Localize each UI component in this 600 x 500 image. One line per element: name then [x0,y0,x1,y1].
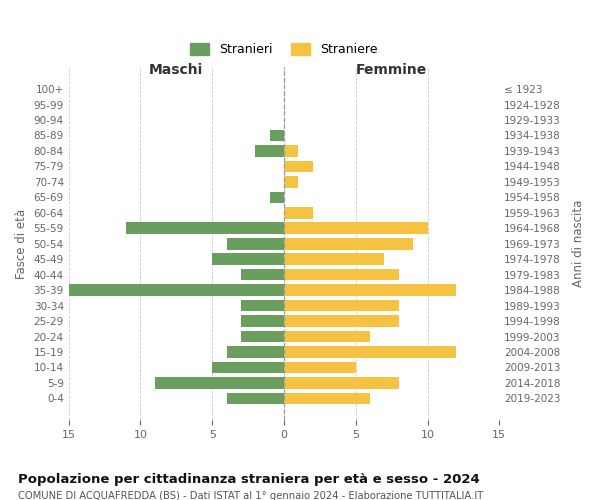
Bar [269,130,284,141]
Bar [241,269,284,280]
Bar [126,222,284,234]
Bar [269,192,284,203]
Bar [284,222,428,234]
Bar [284,331,370,342]
Bar [284,377,399,389]
Bar [212,362,284,374]
Bar [155,377,284,389]
Text: COMUNE DI ACQUAFREDDA (BS) - Dati ISTAT al 1° gennaio 2024 - Elaborazione TUTTIT: COMUNE DI ACQUAFREDDA (BS) - Dati ISTAT … [18,491,483,500]
Bar [284,207,313,218]
Text: Femmine: Femmine [356,62,427,76]
Text: Popolazione per cittadinanza straniera per età e sesso - 2024: Popolazione per cittadinanza straniera p… [18,472,480,486]
Bar [284,160,313,172]
Bar [284,284,456,296]
Bar [284,300,399,312]
Bar [241,300,284,312]
Bar [284,254,385,265]
Bar [284,176,298,188]
Bar [284,269,399,280]
Bar [284,392,370,404]
Bar [212,254,284,265]
Legend: Stranieri, Straniere: Stranieri, Straniere [185,38,383,61]
Bar [255,145,284,157]
Bar [68,284,284,296]
Bar [227,238,284,250]
Y-axis label: Fasce di età: Fasce di età [15,208,28,279]
Bar [227,346,284,358]
Bar [284,238,413,250]
Bar [241,331,284,342]
Bar [284,346,456,358]
Bar [227,392,284,404]
Text: Maschi: Maschi [149,62,203,76]
Bar [284,362,356,374]
Bar [284,145,298,157]
Bar [284,316,399,327]
Y-axis label: Anni di nascita: Anni di nascita [572,200,585,288]
Bar [241,316,284,327]
